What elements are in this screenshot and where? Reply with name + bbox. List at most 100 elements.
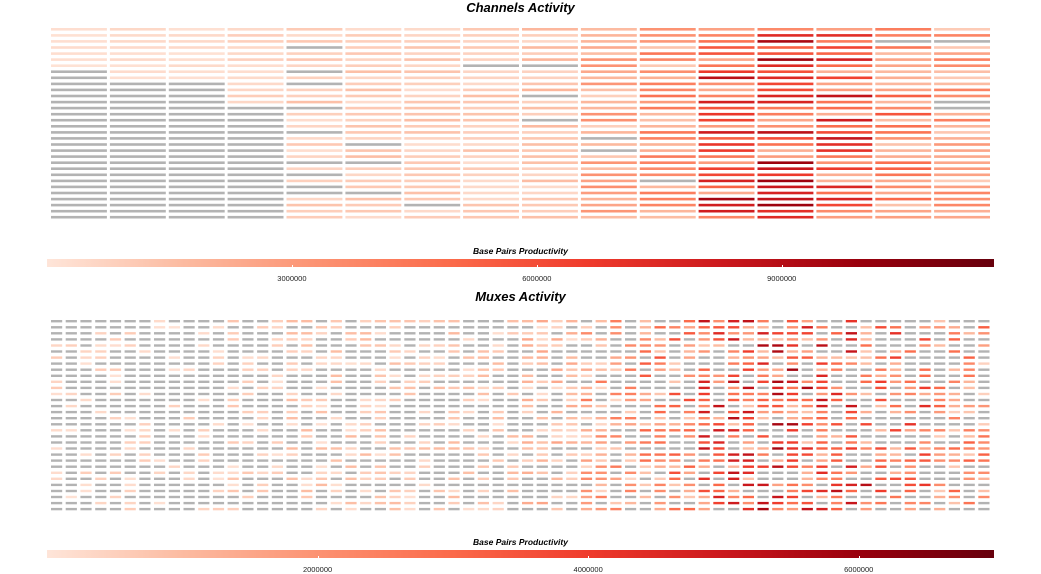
mux-cell xyxy=(330,471,342,474)
channel-cell xyxy=(698,173,755,177)
channel-cell xyxy=(757,167,814,170)
mux-cell xyxy=(257,429,269,432)
mux-cell xyxy=(360,447,372,450)
mux-cell xyxy=(389,398,401,402)
mux-cell xyxy=(610,356,622,359)
mux-cell xyxy=(51,350,63,353)
channel-cell xyxy=(698,125,755,128)
mux-cell xyxy=(198,441,210,444)
mux-cell xyxy=(845,338,857,341)
mux-cell xyxy=(360,374,372,377)
mux-cell xyxy=(654,471,666,474)
mux-cell xyxy=(904,368,916,371)
channel-cell xyxy=(404,149,461,152)
mux-cell xyxy=(507,477,519,480)
mux-cell xyxy=(742,368,754,371)
mux-cell xyxy=(286,453,298,456)
mux-cell xyxy=(477,398,489,402)
mux-cell xyxy=(124,368,136,371)
mux-cell xyxy=(257,465,269,468)
mux-cell xyxy=(890,380,902,383)
mux-cell xyxy=(948,441,960,444)
mux-cell xyxy=(860,435,872,438)
channel-cell xyxy=(934,70,990,73)
mux-cell xyxy=(463,320,475,323)
channel-cell xyxy=(227,28,284,31)
mux-cell xyxy=(816,459,828,462)
mux-cell xyxy=(772,435,784,438)
mux-cell xyxy=(669,380,681,383)
mux-cell xyxy=(109,362,122,365)
channel-cell xyxy=(580,209,637,213)
mux-cell xyxy=(477,441,489,444)
channel-cell xyxy=(51,100,107,104)
mux-cell xyxy=(242,501,254,505)
mux-cell xyxy=(698,398,710,402)
mux-cell xyxy=(875,338,887,341)
mux-cell xyxy=(831,459,843,462)
mux-cell xyxy=(198,380,210,383)
mux-cell xyxy=(95,489,107,493)
mux-cell xyxy=(345,404,357,408)
mux-cell xyxy=(345,435,357,438)
mux-cell xyxy=(80,350,92,353)
mux-cell xyxy=(669,441,681,444)
mux-cell xyxy=(212,483,225,487)
mux-cell xyxy=(742,356,754,359)
mux-cell xyxy=(212,392,225,396)
channel-cell xyxy=(109,179,166,183)
mux-cell xyxy=(65,380,77,383)
mux-cell xyxy=(183,326,195,329)
mux-cell xyxy=(477,477,489,480)
mux-cell xyxy=(374,477,386,480)
mux-cell xyxy=(286,392,298,396)
mux-cell xyxy=(728,507,740,511)
mux-cell xyxy=(683,326,696,329)
mux-cell xyxy=(80,386,92,390)
mux-cell xyxy=(610,326,622,329)
mux-cell xyxy=(330,404,342,408)
mux-cell xyxy=(448,417,460,420)
mux-cell xyxy=(904,356,916,359)
mux-cell xyxy=(139,435,151,438)
mux-cell xyxy=(654,332,666,335)
mux-cell xyxy=(80,435,92,438)
channel-cell xyxy=(934,149,990,152)
mux-cell xyxy=(816,362,828,365)
mux-cell xyxy=(551,453,563,456)
mux-cell xyxy=(124,392,136,396)
channel-cell xyxy=(522,209,578,213)
mux-cell xyxy=(345,326,357,329)
mux-cell xyxy=(271,417,283,420)
mux-cell xyxy=(242,429,254,432)
mux-cell xyxy=(477,483,489,487)
mux-cell xyxy=(345,477,357,480)
mux-cell xyxy=(227,350,239,353)
channel-cell xyxy=(875,173,932,177)
channel-cell xyxy=(109,28,166,31)
channel-cell xyxy=(227,52,284,55)
mux-cell xyxy=(904,362,916,365)
channel-cell xyxy=(227,197,284,201)
mux-cell xyxy=(728,501,740,505)
channel-cell xyxy=(463,131,519,134)
mux-cell xyxy=(831,465,843,468)
mux-cell xyxy=(875,326,887,329)
mux-cell xyxy=(742,423,754,426)
mux-cell xyxy=(522,404,534,408)
mux-cell xyxy=(934,320,946,323)
mux-cell xyxy=(463,471,475,474)
channel-cell xyxy=(639,52,696,55)
channel-cell xyxy=(698,118,755,122)
mux-cell xyxy=(786,429,799,432)
mux-cell xyxy=(330,332,342,335)
mux-cell xyxy=(198,368,210,371)
mux-cell xyxy=(860,332,872,335)
mux-cell xyxy=(948,483,960,487)
mux-cell xyxy=(963,453,975,456)
channel-cell xyxy=(875,34,932,37)
channel-cell xyxy=(404,94,461,98)
mux-cell xyxy=(198,495,210,499)
mux-cell xyxy=(433,447,445,450)
mux-cell xyxy=(433,398,445,402)
